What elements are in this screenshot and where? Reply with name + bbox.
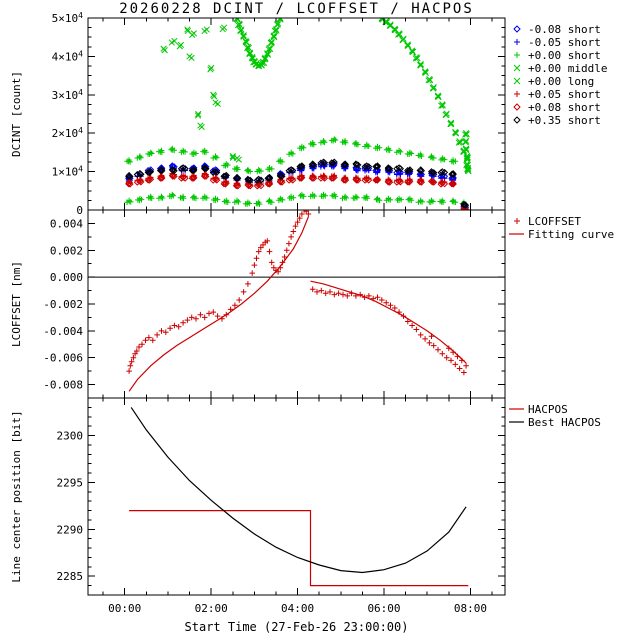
x-axis-title: Start Time (27-Feb-26 23:00:00) bbox=[185, 620, 409, 634]
line-fitting-curve-after-jump- bbox=[310, 280, 467, 364]
y-tick-label: -0.008 bbox=[43, 379, 83, 392]
panel-frame bbox=[87, 397, 506, 596]
legend-label: +0.00 short bbox=[528, 49, 601, 62]
series-lcoffset bbox=[126, 210, 469, 376]
series--0-08-short bbox=[125, 171, 470, 210]
legend-label: Best HACPOS bbox=[528, 416, 601, 429]
legend-label: +0.08 short bbox=[528, 101, 601, 114]
legend-label: +0.00 middle bbox=[528, 62, 607, 75]
series--0-00-short bbox=[124, 136, 469, 210]
legend-label: Fitting curve bbox=[528, 228, 614, 241]
legend-label: +0.35 short bbox=[528, 114, 601, 127]
y-tick-label: 0.004 bbox=[50, 217, 83, 230]
legend-label: -0.08 short bbox=[528, 23, 601, 36]
x-tick-label: 06:00 bbox=[367, 602, 400, 615]
legend-diamond-icon bbox=[513, 116, 521, 124]
y-tick-label: -0.006 bbox=[43, 352, 83, 365]
legend-diamond-icon bbox=[513, 25, 521, 33]
legend-plus-icon bbox=[514, 52, 520, 58]
legend-plus-icon bbox=[514, 218, 520, 224]
y-tick-label: 2×104 bbox=[52, 126, 84, 140]
y-tick-label: 0.000 bbox=[50, 271, 83, 284]
legend-label: -0.05 short bbox=[528, 36, 601, 49]
line-hacpos bbox=[129, 510, 469, 587]
y-tick-label: -0.002 bbox=[43, 298, 83, 311]
legend-label: +0.00 long bbox=[528, 75, 594, 88]
series--0-00-middle bbox=[160, 24, 242, 163]
legend-plus-icon bbox=[514, 91, 520, 97]
panel-lcoffset bbox=[88, 210, 505, 392]
legend-x-icon bbox=[513, 64, 521, 72]
legend-diamond-icon bbox=[513, 103, 521, 111]
y-tick-label: 3×104 bbox=[52, 88, 84, 102]
y-tick-label: 1×104 bbox=[52, 165, 84, 179]
chart-title: 20260228 DCINT / LCOFFSET / HACPOS bbox=[119, 1, 474, 17]
line-best-hacpos bbox=[130, 407, 467, 574]
legend-label: LCOFFSET bbox=[528, 215, 581, 228]
y-axis-title-lcoffset: LCOFFSET [nm] bbox=[10, 261, 23, 347]
x-tick-label: 08:00 bbox=[454, 602, 487, 615]
legend-x-icon bbox=[513, 77, 521, 85]
y-tick-label: 2285 bbox=[57, 570, 84, 583]
x-tick-label: 04:00 bbox=[281, 602, 314, 615]
legend-label: +0.05 short bbox=[528, 88, 601, 101]
x-tick-label: 00:00 bbox=[108, 602, 141, 615]
panel-dcint bbox=[124, 18, 472, 210]
y-tick-label: -0.004 bbox=[43, 325, 83, 338]
y-axis-title-hacpos: Line center position [bit] bbox=[10, 410, 23, 582]
y-axis-title-dcint: DCINT [count] bbox=[10, 71, 23, 157]
y-tick-label: 0.002 bbox=[50, 244, 83, 257]
y-tick-label: 5×104 bbox=[52, 11, 84, 25]
series--0-35-short bbox=[125, 158, 470, 209]
series--0-00-long bbox=[233, 18, 472, 175]
y-tick-label: 2300 bbox=[57, 430, 84, 443]
y-tick-label: 0 bbox=[76, 204, 83, 217]
y-tick-label: 2290 bbox=[57, 523, 84, 536]
y-tick-label: 4×104 bbox=[52, 49, 84, 63]
y-tick-label: 2295 bbox=[57, 476, 84, 489]
x-tick-label: 02:00 bbox=[195, 602, 228, 615]
panel-hacpos bbox=[129, 407, 469, 587]
legend-plus-icon bbox=[514, 39, 520, 45]
legend-label: HACPOS bbox=[528, 403, 568, 416]
